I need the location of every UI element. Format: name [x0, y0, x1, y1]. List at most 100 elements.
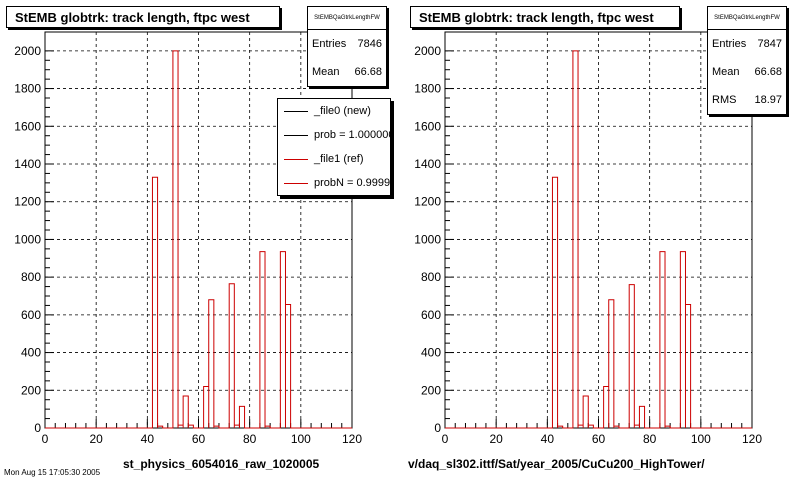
right-series-0-outline [445, 50, 752, 429]
legend-swatch-file0 [284, 111, 308, 112]
right-stats-value-entries: 7847 [757, 38, 782, 50]
left-x-tick-label-3: 60 [192, 432, 206, 446]
right-y-tick-label-6: 1200 [414, 195, 441, 209]
left-y-tick-label-2: 400 [21, 346, 41, 360]
right-bar-10 [634, 425, 639, 428]
right-y-tick-label-2: 400 [421, 346, 441, 360]
right-stats-name: StEMBQaGtrkLengthFW [708, 7, 786, 30]
left-bar-10 [234, 425, 239, 428]
left-histogram-panel: 0 20 40 60 80 100 120 0 200 400 600 800 1000 1200 1400… [0, 0, 395, 480]
left-plot-title: StEMB globtrk: track length, ftpc west [6, 6, 280, 28]
left-bar-11 [239, 406, 244, 428]
right-x-axis-title: v/daq_sl302.ittf/Sat/year_2005/CuCu200_H… [408, 457, 705, 471]
legend-label-prob: prob = 1.000000 [314, 129, 391, 141]
right-histogram-plot: 0 20 40 60 80 100 1200200400600800100012001400… [414, 31, 762, 446]
left-x-tick-label-4: 80 [243, 432, 257, 446]
right-x-tick-label-1: 20 [489, 432, 503, 446]
left-bar-12 [260, 252, 265, 428]
right-x-tick-label-6: 120 [742, 432, 762, 446]
left-bar-4 [183, 396, 188, 428]
left-y-tick-label-1: 200 [21, 383, 41, 397]
left-y-tick-label-0: 0 [34, 421, 41, 435]
right-y-tick-label-5: 1000 [414, 232, 441, 246]
right-y-tick-label-8: 1600 [414, 119, 441, 133]
right-bar-14 [680, 252, 685, 428]
right-x-tick-label-2: 40 [541, 432, 555, 446]
right-stats-label-rms: RMS [712, 94, 737, 106]
legend-entry-probn: probN = 0.999987 [278, 171, 390, 195]
right-bar-4 [583, 396, 588, 428]
right-stats-row-mean: Mean 66.68 [708, 58, 786, 86]
left-bar-3 [178, 425, 183, 428]
right-stats-value-rms: 18.97 [754, 94, 782, 106]
right-plot-title: StEMB globtrk: track length, ftpc west [410, 6, 680, 28]
left-x-tick-label-2: 40 [141, 432, 155, 446]
right-y-tick-label-7: 1400 [414, 157, 441, 171]
right-y-tick-label-9: 1800 [414, 82, 441, 96]
right-y-tick-label-0: 0 [434, 421, 441, 435]
right-stats-row-rms: RMS 18.97 [708, 86, 786, 114]
right-bar-5 [588, 425, 593, 428]
left-bar-15 [285, 304, 290, 428]
legend-swatch-probn [284, 183, 308, 184]
left-stats-box: StEMBQaGtrkLengthFW Entries 7846 Mean 66… [307, 6, 387, 87]
right-stats-row-entries: Entries 7847 [708, 30, 786, 58]
right-histogram-panel: 0 20 40 60 80 100 120 0 200 400 600 800 1000 1200 1400… [400, 0, 795, 480]
right-bar-0 [552, 177, 557, 428]
left-x-tick-label-0: 0 [42, 432, 49, 446]
left-y-tick-label-10: 2000 [14, 44, 41, 58]
left-stats-row-entries: Entries 7846 [308, 30, 386, 58]
left-bar-14 [280, 252, 285, 428]
left-y-tick-label-9: 1800 [14, 82, 41, 96]
right-bar-12 [660, 252, 665, 428]
left-y-tick-label-8: 1600 [14, 119, 41, 133]
left-bar-1 [158, 426, 163, 428]
right-bar-11 [639, 406, 644, 428]
left-stats-label-entries: Entries [312, 38, 347, 50]
left-y-tick-label-7: 1400 [14, 157, 41, 171]
right-bar-2 [573, 51, 578, 428]
left-y-tick-label-5: 1000 [14, 232, 41, 246]
legend-label-file0: _file0 (new) [314, 105, 371, 117]
right-bar-8 [614, 426, 619, 428]
left-stats-name: StEMBQaGtrkLengthFW [308, 7, 386, 30]
right-x-tick-label-4: 80 [643, 432, 657, 446]
right-stats-box: StEMBQaGtrkLengthFW Entries 7847 Mean 66… [707, 6, 787, 115]
right-bar-3 [578, 425, 583, 428]
right-x-tick-label-3: 60 [592, 432, 606, 446]
right-bar-15 [685, 304, 690, 428]
left-stats-value-entries: 7846 [357, 38, 382, 50]
left-bar-0 [152, 177, 157, 428]
legend-entry-file0: _file0 (new) [278, 99, 390, 123]
left-stats-value-mean: 66.68 [354, 66, 382, 78]
left-bar-2 [173, 51, 178, 428]
right-bar-9 [629, 285, 634, 428]
left-bar-8 [214, 426, 219, 428]
right-bar-13 [665, 426, 670, 428]
right-y-tick-label-1: 200 [421, 383, 441, 397]
footer-timestamp: Mon Aug 15 17:05:30 2005 [4, 468, 101, 477]
left-y-tick-label-4: 800 [21, 270, 41, 284]
left-legend: _file0 (new) prob = 1.000000 _file1 (ref… [277, 98, 391, 196]
left-bar-5 [188, 425, 193, 428]
right-x-tick-label-0: 0 [442, 432, 449, 446]
right-bar-1 [558, 426, 563, 428]
legend-label-file1: _file1 (ref) [314, 153, 364, 165]
left-x-axis-title: st_physics_6054016_raw_1020005 [123, 457, 320, 471]
left-bar-13 [265, 426, 270, 428]
right-x-tick-label-5: 100 [691, 432, 711, 446]
left-bar-6 [204, 387, 209, 428]
right-stats-label-mean: Mean [712, 66, 740, 78]
left-x-tick-label-5: 100 [291, 432, 311, 446]
left-x-tick-label-1: 20 [89, 432, 103, 446]
left-y-tick-label-3: 600 [21, 308, 41, 322]
right-stats-label-entries: Entries [712, 38, 747, 50]
left-bar-7 [209, 300, 214, 428]
legend-entry-prob: prob = 1.000000 [278, 123, 390, 147]
left-bar-9 [229, 284, 234, 428]
legend-swatch-file1 [284, 159, 308, 160]
legend-swatch-prob [284, 135, 308, 136]
left-x-tick-label-6: 120 [342, 432, 362, 446]
right-stats-value-mean: 66.68 [754, 66, 782, 78]
legend-label-probn: probN = 0.999987 [314, 177, 391, 189]
